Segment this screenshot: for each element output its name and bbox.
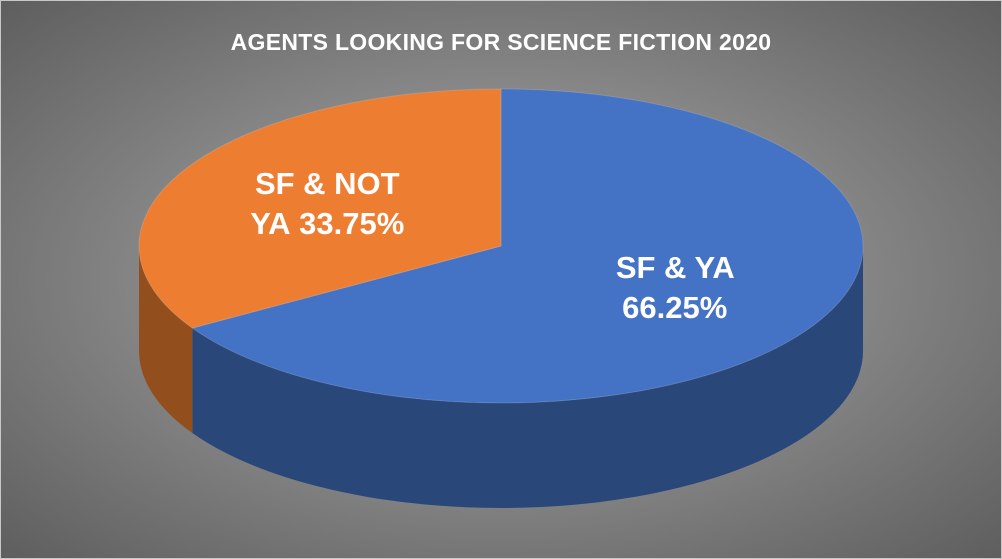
slice-side xyxy=(192,246,864,509)
slice xyxy=(191,88,864,404)
data-label: SF & NOT YA 33.75% xyxy=(232,164,422,244)
data-label: SF & YA 66.25% xyxy=(580,248,770,328)
label-category: SF & YA xyxy=(615,250,734,286)
slice xyxy=(138,88,502,329)
chart-title: AGENTS LOOKING FOR SCIENCE FICTION 2020 xyxy=(230,29,772,55)
label-value: 66.25% xyxy=(622,290,728,326)
label-category: SF & NOT YA xyxy=(250,165,400,241)
slice-side xyxy=(139,246,193,434)
label-value: 33.75% xyxy=(299,205,405,241)
